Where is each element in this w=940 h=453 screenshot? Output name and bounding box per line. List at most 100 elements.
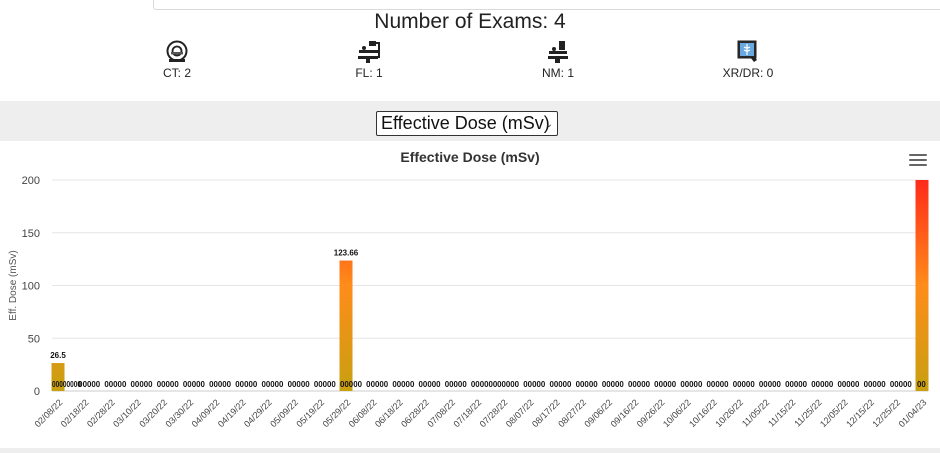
zero-value-labels: 00000 — [549, 380, 572, 389]
zero-value-labels: 00000000 — [52, 380, 81, 389]
zero-value-labels: 00000 — [419, 380, 442, 389]
x-tick-label: 12/25/22 — [870, 397, 902, 429]
zero-value-labels: 00000 — [890, 380, 913, 389]
x-tick-label: 07/28/22 — [478, 397, 510, 429]
metric-select[interactable]: Effective Dose (mSv) ⌄ — [376, 111, 558, 136]
x-tick-label: 11/15/22 — [766, 397, 797, 428]
x-tick-label: 09/26/22 — [635, 397, 667, 429]
zero-value-labels: 00000 — [733, 380, 756, 389]
zero-value-labels: 00000 — [366, 380, 389, 389]
zero-value-labels: 00000 — [811, 380, 834, 389]
x-tick-label: 12/05/22 — [818, 397, 850, 429]
x-tick-label: 08/07/22 — [504, 397, 536, 429]
x-tick-label: 03/30/22 — [163, 397, 195, 429]
modality-ct: CT: 2 — [137, 40, 217, 80]
chart-card — [0, 143, 940, 453]
x-tick-label: 07/08/22 — [425, 397, 457, 429]
x-tick-label: 05/19/22 — [294, 397, 326, 429]
zero-value-labels: 00000 — [392, 380, 415, 389]
zero-value-labels: 00000 — [759, 380, 782, 389]
modality-nm: NM: 1 — [518, 40, 598, 80]
chart-menu-icon[interactable] — [909, 154, 927, 168]
zero-value-labels: 00000 — [523, 380, 546, 389]
y-tick-label: 200 — [22, 175, 40, 187]
zero-value-labels: 00000 — [183, 380, 206, 389]
bottom-bar — [0, 448, 940, 453]
exam-count-title: Number of Exams: 4 — [374, 10, 566, 33]
chart-bar[interactable] — [51, 363, 65, 391]
zero-value-labels: 00000 — [707, 380, 730, 389]
x-tick-label: 09/06/22 — [582, 397, 614, 429]
x-tick-label: 06/28/22 — [399, 397, 431, 429]
x-tick-label: 04/19/22 — [216, 397, 248, 429]
x-tick-label: 02/18/22 — [59, 397, 91, 429]
xray-icon — [737, 40, 757, 62]
x-tick-label: 04/09/22 — [190, 397, 222, 429]
x-tick-label: 08/27/22 — [556, 397, 588, 429]
modality-xr-label: XR/DR: 0 — [722, 66, 774, 80]
zero-value-labels: 00000 — [445, 380, 468, 389]
y-tick-label: 100 — [22, 281, 40, 293]
chart-bar[interactable] — [339, 260, 353, 391]
x-tick-label: 03/10/22 — [111, 397, 143, 429]
chevron-down-icon: ⌄ — [544, 119, 553, 130]
zero-value-labels: 00000 — [602, 380, 625, 389]
zero-value-labels: 00000 — [785, 380, 808, 389]
modality-fl-label: FL: 1 — [355, 66, 383, 80]
zero-value-labels: 00000 — [209, 380, 232, 389]
x-tick-label: 04/29/22 — [242, 397, 274, 429]
x-tick-label: 10/16/22 — [687, 397, 719, 429]
x-tick-label: 08/17/22 — [530, 397, 562, 429]
modality-xr: XR/DR: 0 — [708, 40, 788, 80]
zero-value-labels: 00000 — [288, 380, 311, 389]
x-tick-label: 05/09/22 — [268, 397, 300, 429]
y-axis-label: Eff. Dose (mSv) — [8, 250, 19, 320]
zero-value-labels: 00000 — [235, 380, 258, 389]
modality-fl: FL: 1 — [329, 40, 409, 80]
zero-value-labels: 00000 — [680, 380, 703, 389]
y-tick-label: 50 — [28, 333, 40, 345]
zero-value-labels: 00000 — [157, 380, 180, 389]
metric-select-value: Effective Dose (mSv) — [381, 113, 550, 133]
x-tick-label: 09/16/22 — [609, 397, 641, 429]
zero-value-labels: 00000 — [104, 380, 127, 389]
x-tick-label: 02/08/22 — [33, 397, 65, 429]
x-tick-label: 10/06/22 — [661, 397, 693, 429]
zero-value-labels: 00000 — [837, 380, 860, 389]
y-tick-label: 0 — [34, 386, 40, 398]
x-tick-label: 06/18/22 — [373, 397, 405, 429]
zero-value-labels: 00000 — [864, 380, 887, 389]
data-label: 26.5 — [50, 351, 66, 360]
x-tick-label: 06/08/22 — [347, 397, 379, 429]
data-label: 123.66 — [334, 249, 359, 258]
zero-value-labels: 00000 — [576, 380, 599, 389]
y-tick-label: 150 — [22, 228, 40, 240]
zero-value-labels: 00000 — [654, 380, 677, 389]
zero-value-labels: 00000 — [131, 380, 154, 389]
chart-title: Effective Dose (mSv) — [400, 149, 540, 165]
top-input-field[interactable] — [153, 0, 940, 10]
ct-scanner-icon — [166, 40, 188, 62]
fluoroscopy-icon — [358, 41, 380, 63]
x-tick-label: 01/04/23 — [897, 397, 929, 429]
x-tick-label: 02/28/22 — [85, 397, 117, 429]
nuclear-medicine-icon — [548, 41, 568, 63]
x-tick-label: 07/18/22 — [451, 397, 483, 429]
zero-value-labels: 00000 — [497, 380, 520, 389]
zero-value-labels: 00000 — [340, 380, 363, 389]
zero-value-labels: 00000 — [261, 380, 284, 389]
zero-value-labels: 00000 — [314, 380, 337, 389]
zero-value-labels: 00000 — [78, 380, 101, 389]
zero-value-labels: 00 — [917, 380, 926, 389]
x-tick-label: 05/29/22 — [321, 397, 353, 429]
x-tick-label: 11/05/22 — [740, 397, 771, 428]
modality-ct-label: CT: 2 — [162, 66, 191, 80]
modality-nm-label: NM: 1 — [541, 66, 574, 80]
zero-value-labels: 00000 — [628, 380, 651, 389]
zero-value-labels: 000000 — [471, 380, 498, 389]
x-tick-label: 12/15/22 — [844, 397, 876, 429]
x-tick-label: 10/26/22 — [713, 397, 745, 429]
chart-bar[interactable] — [915, 180, 929, 391]
